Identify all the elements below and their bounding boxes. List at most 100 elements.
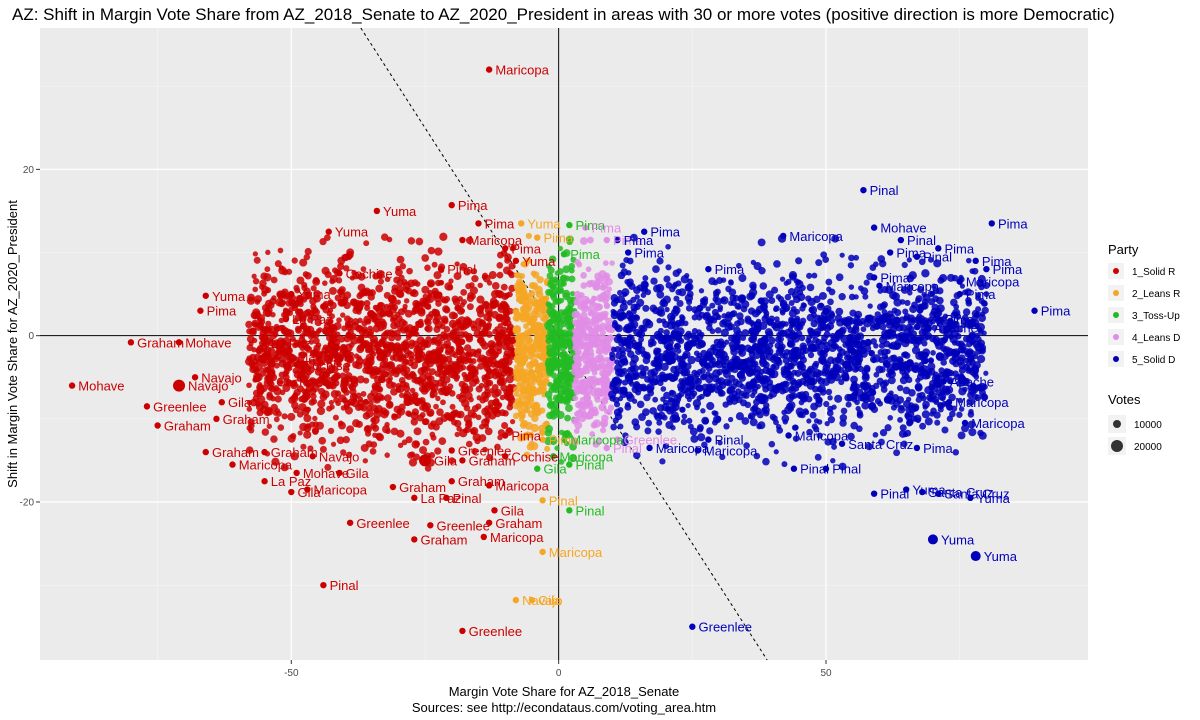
legend: Party 1_Solid R2_Leans R3_Toss-Up4_Leans…	[1108, 242, 1180, 455]
data-point-cloud	[698, 288, 705, 294]
data-point-cloud	[617, 289, 623, 296]
data-point	[154, 422, 161, 429]
point-label: Yuma	[212, 289, 246, 304]
data-point-cloud	[471, 448, 478, 455]
data-point	[480, 533, 487, 541]
data-point-cloud	[758, 376, 767, 385]
data-point-cloud	[795, 257, 803, 265]
data-point-cloud	[301, 284, 308, 291]
data-point-cloud	[536, 276, 544, 284]
data-point-cloud	[345, 349, 352, 356]
data-point-cloud	[401, 439, 408, 446]
data-point-cloud	[932, 371, 939, 378]
data-point-cloud	[560, 275, 566, 281]
data-point-cloud	[759, 352, 768, 361]
data-point-cloud	[489, 301, 498, 310]
data-point-cloud	[890, 354, 898, 362]
data-point-cloud	[303, 430, 312, 439]
data-point-cloud	[685, 402, 691, 409]
data-point-cloud	[295, 327, 302, 334]
data-point-cloud	[485, 380, 492, 387]
data-point-cloud	[813, 426, 820, 433]
data-point-cloud	[550, 372, 557, 379]
data-point-cloud	[478, 330, 484, 337]
data-point-cloud	[425, 336, 432, 343]
data-point-cloud	[665, 264, 672, 271]
data-point-cloud	[947, 273, 955, 282]
data-point	[534, 465, 541, 472]
data-point	[336, 469, 343, 477]
data-point-cloud	[329, 313, 335, 320]
data-point-cloud	[524, 421, 533, 431]
data-point-cloud	[701, 441, 708, 449]
data-point-cloud	[391, 284, 399, 292]
data-point-cloud	[401, 359, 409, 367]
data-point-cloud	[622, 432, 629, 439]
data-point-cloud	[928, 256, 934, 263]
data-point-cloud	[957, 397, 963, 404]
data-point-cloud	[562, 265, 571, 274]
data-point-cloud	[961, 314, 969, 321]
point-label: Apache	[950, 374, 994, 389]
data-point	[534, 234, 541, 241]
data-point-cloud	[822, 307, 830, 315]
data-point-cloud	[341, 397, 348, 404]
point-label: Pima	[511, 428, 541, 443]
data-point-cloud	[423, 342, 429, 348]
data-point-cloud	[491, 282, 500, 290]
point-label: Maricopa	[490, 530, 544, 545]
data-point-cloud	[328, 339, 336, 347]
data-point-cloud	[687, 355, 696, 365]
data-point	[935, 490, 942, 497]
data-point-cloud	[656, 290, 665, 299]
data-point-cloud	[408, 355, 415, 362]
data-point-cloud	[679, 406, 686, 413]
data-point-cloud	[715, 360, 724, 369]
data-point-cloud	[298, 396, 305, 402]
data-point-cloud	[294, 287, 301, 294]
data-point-cloud	[636, 400, 645, 409]
data-point-cloud	[412, 340, 420, 348]
data-point-cloud	[792, 424, 799, 431]
data-point-cloud	[863, 344, 872, 353]
data-point	[897, 236, 905, 244]
data-point-cloud	[637, 346, 646, 354]
data-point-cloud	[964, 288, 973, 296]
data-point-cloud	[746, 292, 755, 301]
data-point-cloud	[467, 358, 474, 364]
data-point-cloud	[651, 372, 657, 379]
data-point-cloud	[403, 298, 410, 304]
data-point-cloud	[898, 404, 905, 411]
data-point-cloud	[330, 330, 337, 337]
data-point-cloud	[567, 321, 574, 328]
data-point-cloud	[411, 440, 420, 449]
data-point-cloud	[614, 412, 623, 421]
data-point-cloud	[685, 305, 693, 312]
data-point-cloud	[901, 261, 908, 269]
point-label: Pima	[511, 241, 541, 256]
data-point-cloud	[712, 279, 719, 286]
data-point-cloud	[942, 346, 951, 355]
data-point-cloud	[679, 314, 685, 320]
data-point-cloud	[771, 415, 778, 422]
data-point-cloud	[437, 366, 443, 372]
data-point-cloud	[323, 354, 330, 361]
data-point-cloud	[281, 413, 288, 420]
data-point-cloud	[873, 322, 881, 330]
data-point-cloud	[351, 397, 358, 403]
data-point	[785, 432, 792, 439]
data-point-cloud	[885, 348, 891, 355]
data-point	[603, 236, 610, 244]
data-point-cloud	[340, 405, 347, 411]
data-point-cloud	[834, 394, 843, 403]
data-point-cloud	[791, 369, 798, 376]
data-point	[560, 250, 568, 258]
data-point-cloud	[422, 384, 428, 391]
data-point-cloud	[831, 369, 838, 376]
data-point	[528, 596, 536, 604]
data-point-cloud	[370, 441, 378, 449]
data-point-cloud	[358, 335, 365, 342]
data-point-cloud	[492, 328, 499, 335]
data-point-cloud	[697, 433, 706, 442]
